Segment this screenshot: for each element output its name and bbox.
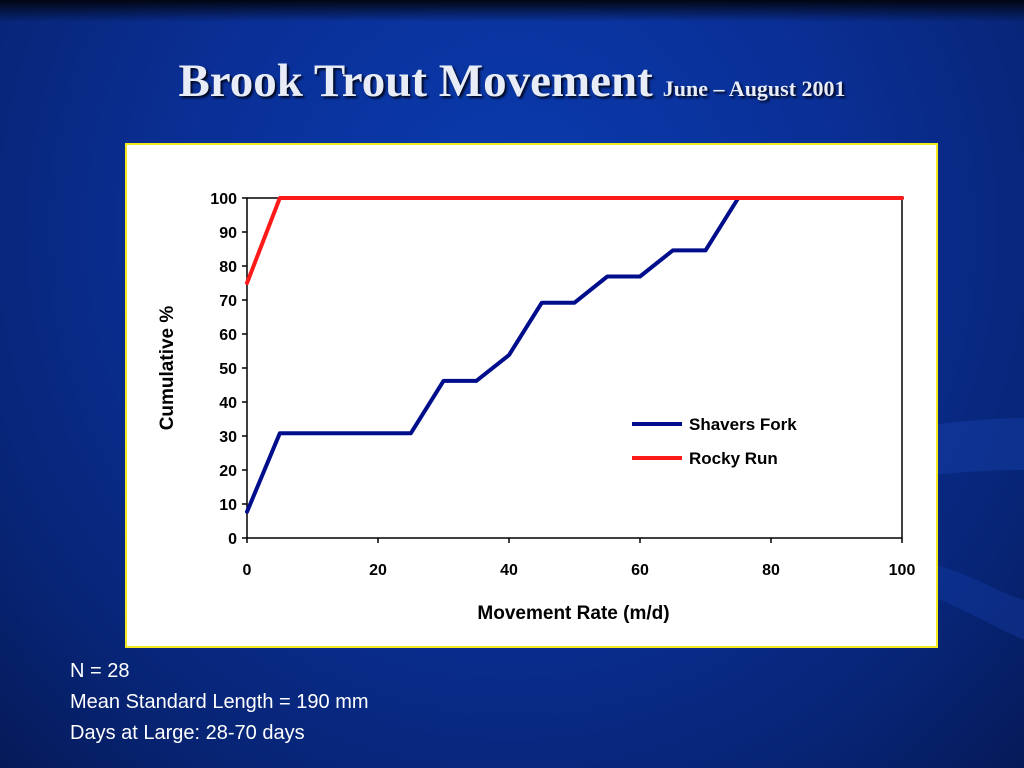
note-days-at-large: Days at Large: 28-70 days (70, 722, 305, 744)
top-dark-band (0, 0, 1024, 22)
x-tick-label: 0 (243, 562, 252, 579)
chart-svg: 0 10 20 30 40 50 60 70 80 90 100 0 20 40 60 80 100 Moveme… (157, 191, 916, 624)
y-tick-label: 80 (219, 259, 237, 276)
legend-label-shavers-fork: Shavers Fork (689, 415, 797, 434)
y-tick-label: 50 (219, 361, 237, 378)
x-axis-label: Movement Rate (m/d) (477, 603, 669, 624)
y-tick-label: 30 (219, 429, 237, 446)
x-tick-label: 100 (889, 562, 916, 579)
series-line-rocky-run (245, 196, 904, 285)
title-subtitle: June – August 2001 (662, 76, 846, 101)
y-tick-label: 70 (219, 293, 237, 310)
y-tick-label: 40 (219, 395, 237, 412)
plot-area-border (246, 197, 903, 539)
y-tick-label: 20 (219, 463, 237, 480)
series-line-shavers-fork (245, 196, 904, 514)
x-tick-label: 40 (500, 562, 518, 579)
notes-block: N = 28 Mean Standard Length = 190 mm Day… (70, 656, 369, 749)
title-main: Brook Trout Movement (178, 55, 653, 107)
y-tick-label: 10 (219, 497, 237, 514)
y-tick-label: 60 (219, 327, 237, 344)
y-tick-label: 100 (210, 191, 237, 208)
x-tick-label: 80 (762, 562, 780, 579)
slide-title: Brook Trout Movement June – August 2001 (0, 54, 1024, 108)
chart-frame: 0 10 20 30 40 50 60 70 80 90 100 0 20 40 60 80 100 Moveme… (125, 143, 938, 648)
y-tick-label: 90 (219, 225, 237, 242)
y-axis-label: Cumulative % (157, 306, 178, 431)
y-tick-label: 0 (228, 531, 237, 548)
note-sample-size: N = 28 (70, 660, 130, 682)
x-tick-label: 60 (631, 562, 649, 579)
legend-label-rocky-run: Rocky Run (689, 449, 778, 468)
note-mean-length: Mean Standard Length = 190 mm (70, 691, 369, 713)
x-tick-label: 20 (369, 562, 387, 579)
